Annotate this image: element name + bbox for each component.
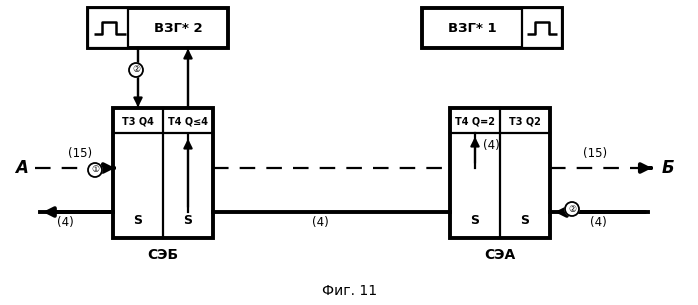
Text: ВЗГ* 1: ВЗГ* 1 — [447, 21, 496, 34]
Text: А: А — [15, 159, 29, 177]
Bar — [88, 8, 228, 48]
Circle shape — [129, 63, 143, 77]
Text: (15): (15) — [583, 147, 607, 160]
Text: (4): (4) — [590, 216, 607, 229]
Bar — [88, 8, 128, 48]
Text: (4): (4) — [483, 139, 500, 152]
Bar — [422, 8, 562, 48]
Text: Т3 Q2: Т3 Q2 — [509, 116, 541, 126]
Circle shape — [88, 163, 102, 177]
Text: S: S — [184, 214, 193, 227]
Text: Т4 Q≤4: Т4 Q≤4 — [168, 116, 208, 126]
Text: (4): (4) — [311, 216, 328, 229]
Text: ②: ② — [568, 204, 576, 214]
Text: S: S — [521, 214, 530, 227]
Text: Т3 Q4: Т3 Q4 — [122, 116, 154, 126]
Bar — [522, 8, 562, 48]
Text: Фиг. 11: Фиг. 11 — [322, 284, 378, 298]
Bar — [450, 108, 550, 238]
Text: S: S — [470, 214, 480, 227]
Text: (4): (4) — [57, 216, 73, 229]
Text: ②: ② — [132, 66, 140, 74]
Circle shape — [565, 202, 579, 216]
Text: Б: Б — [662, 159, 674, 177]
Text: СЭБ: СЭБ — [147, 248, 179, 262]
Text: СЭА: СЭА — [484, 248, 516, 262]
Text: ВЗГ* 2: ВЗГ* 2 — [154, 21, 202, 34]
Text: (15): (15) — [68, 147, 92, 160]
Bar — [113, 108, 213, 238]
Text: ①: ① — [91, 166, 99, 174]
Text: Т4 Q=2: Т4 Q=2 — [455, 116, 495, 126]
Text: S: S — [133, 214, 142, 227]
